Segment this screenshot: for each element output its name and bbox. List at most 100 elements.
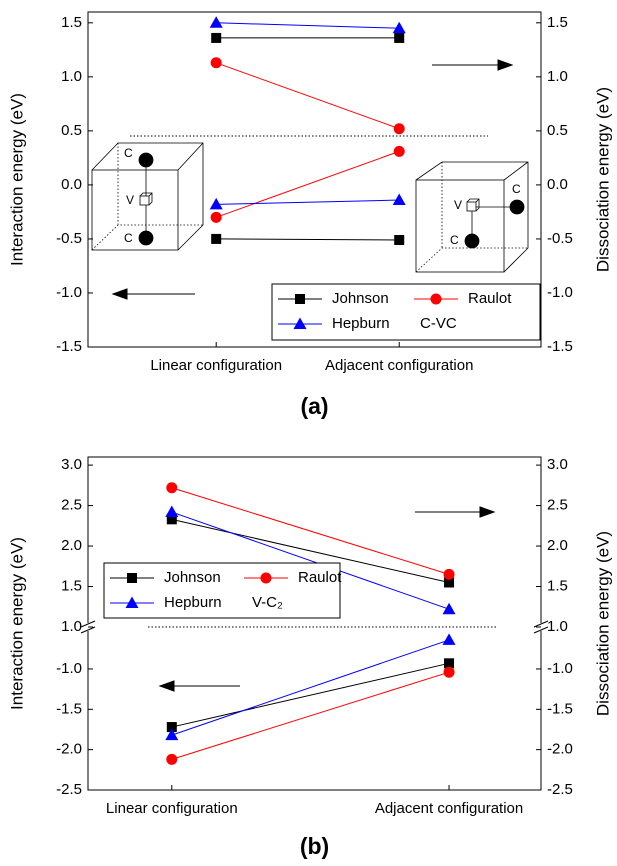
y2-tick-label: 1.0 [547,68,568,85]
marker [210,211,222,223]
x-tick-label: Adjacent configuration [325,357,473,374]
marker [210,57,222,69]
y2-tick-label: 0.0 [547,176,568,193]
y-tick-label: -0.5 [56,230,82,247]
marker [166,514,177,525]
y-tick-label: -1.5 [56,700,82,717]
legend-suffix: V-C₂ [252,594,283,611]
inset-cube [91,142,204,251]
marker [166,482,178,494]
legend-suffix: C-VC [420,315,457,332]
plot-frame [87,456,542,791]
y-axis-label: Interaction energy (eV) [7,537,26,710]
y-tick-label: 1.0 [61,68,82,85]
marker [166,722,177,733]
y-tick-label: 1.5 [61,14,82,31]
y-tick-label: 0.5 [61,122,82,139]
marker [394,32,405,43]
x-tick-label: Linear configuration [150,357,282,374]
y2-tick-label: -1.0 [547,284,573,301]
marker [443,568,455,580]
inset-label: C [124,146,133,160]
series-line [216,150,400,218]
marker [393,123,405,135]
axis-break [533,620,549,628]
y2-tick-label: -1.0 [547,660,573,677]
y-tick-label: 3.0 [61,456,82,473]
caption: (a) [300,393,328,419]
arrow-head [497,59,514,71]
y-tick-label: -2.0 [56,741,82,758]
marker [165,728,179,741]
series-line [171,639,450,736]
marker [444,577,455,588]
y2-tick-label: -2.5 [547,781,573,798]
series-line [216,238,400,241]
legend-box [271,283,541,341]
arrow-head [479,506,496,518]
x-tick-label: Linear configuration [106,800,238,817]
y2-tick-label: 2.0 [547,537,568,554]
marker [295,294,305,304]
axis-break [533,626,549,634]
y2-tick-label: 1.5 [547,577,568,594]
panel-a-decor [91,59,529,300]
y2-axis-label: Dissociation energy (eV) [593,87,612,272]
marker [392,193,406,206]
marker [442,602,456,615]
y-tick-label: 2.0 [61,537,82,554]
legend-label: Hepburn [164,594,222,611]
legend-label: Raulot [298,569,342,586]
marker [127,573,137,583]
marker [394,235,405,246]
marker [125,596,139,608]
inset-label: C [512,182,521,196]
plot-frame [87,11,542,348]
series-line [171,511,450,610]
y2-tick-label: 3.0 [547,456,568,473]
series-line [216,22,400,29]
series-line [171,487,450,575]
marker [260,572,272,584]
legend-label: Johnson [164,569,221,586]
y-tick-label: -1.0 [56,284,82,301]
y2-tick-label: -1.5 [547,338,573,355]
y-tick-label: -1.0 [56,660,82,677]
legend-box [103,562,341,619]
y-tick-label: 0.0 [61,176,82,193]
y2-tick-label: 2.5 [547,497,568,514]
y2-tick-label: -2.0 [547,741,573,758]
marker [293,317,307,329]
y-axis-label: Interaction energy (eV) [7,93,26,266]
y2-tick-label: 1.5 [547,14,568,31]
marker [165,505,179,518]
y-tick-label: 2.5 [61,497,82,514]
series-line [216,199,400,205]
marker [211,233,222,244]
series-line [171,662,450,728]
x-tick-label: Adjacent configuration [375,800,523,817]
axis-break [80,626,96,634]
marker [393,145,405,157]
y-tick-label: 1.5 [61,577,82,594]
series-line [171,671,450,760]
marker [444,658,455,669]
y-tick-label: 1.0 [61,618,82,635]
inset-label: C [124,231,133,245]
y2-tick-label: -1.5 [547,700,573,717]
marker [209,16,223,28]
marker [430,293,442,305]
axis-break [80,620,96,628]
series-line [216,62,400,130]
y2-tick-label: 0.5 [547,122,568,139]
caption: (b) [300,833,329,859]
marker [211,32,222,43]
legend-label: Raulot [468,290,512,307]
panel-b-decor [148,506,496,692]
marker [392,21,406,34]
arrow-head [158,680,175,692]
y2-tick-label: 1.0 [547,618,568,635]
y2-tick-label: -0.5 [547,230,573,247]
marker [442,633,456,645]
